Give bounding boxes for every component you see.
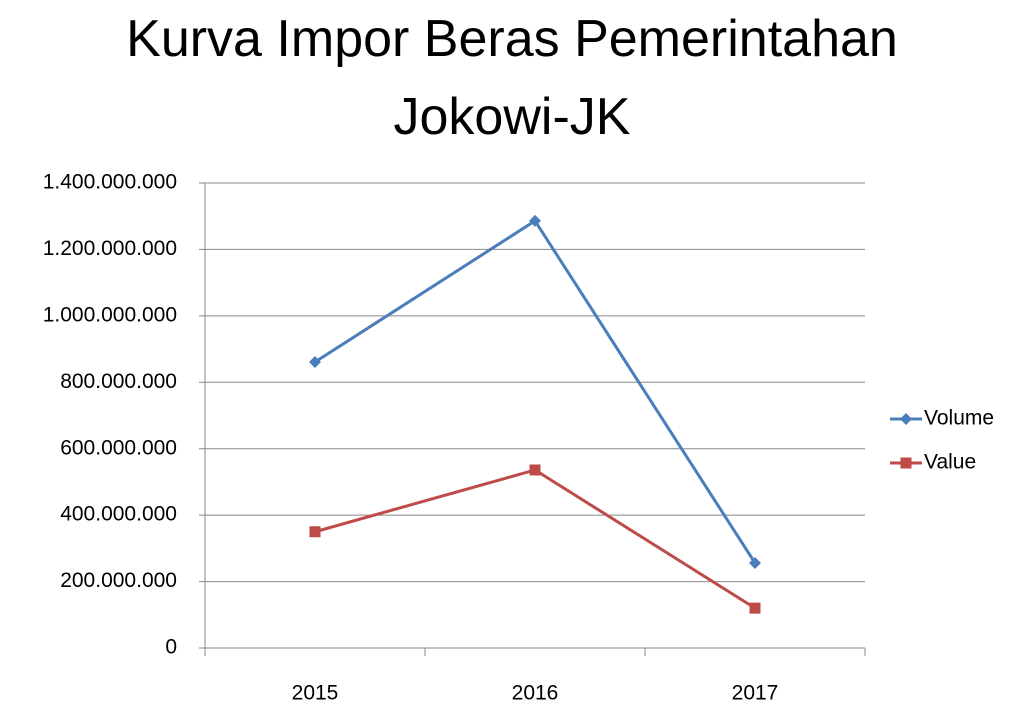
x-tick-label: 2016	[512, 682, 559, 705]
x-tick-label: 2015	[292, 682, 339, 705]
data-point	[749, 556, 761, 569]
legend-marker	[900, 457, 912, 469]
y-tick-label: 600.000.000	[60, 436, 177, 459]
y-tick-label: 0	[165, 636, 177, 659]
y-tick-label: 1.200.000.000	[43, 237, 177, 260]
y-tick-label: 400.000.000	[60, 503, 177, 526]
x-tick-label: 2017	[732, 682, 779, 705]
data-point	[309, 356, 321, 369]
legend-label: Value	[924, 451, 976, 474]
y-tick-label: 1.000.000.000	[43, 303, 177, 326]
data-point	[529, 214, 541, 227]
legend-marker	[900, 413, 912, 425]
data-point	[749, 602, 761, 614]
legend-label: Volume	[924, 407, 994, 430]
series-line	[314, 468, 756, 610]
series-line	[314, 218, 757, 564]
data-point	[309, 526, 321, 538]
y-tick-label: 1.400.000.000	[43, 171, 177, 194]
chart-title: Kurva Impor Beras Pemerintahan Jokowi-JK	[126, 10, 898, 146]
y-tick-label: 200.000.000	[60, 569, 177, 592]
y-tick-label: 800.000.000	[60, 370, 177, 393]
data-point	[529, 464, 541, 476]
